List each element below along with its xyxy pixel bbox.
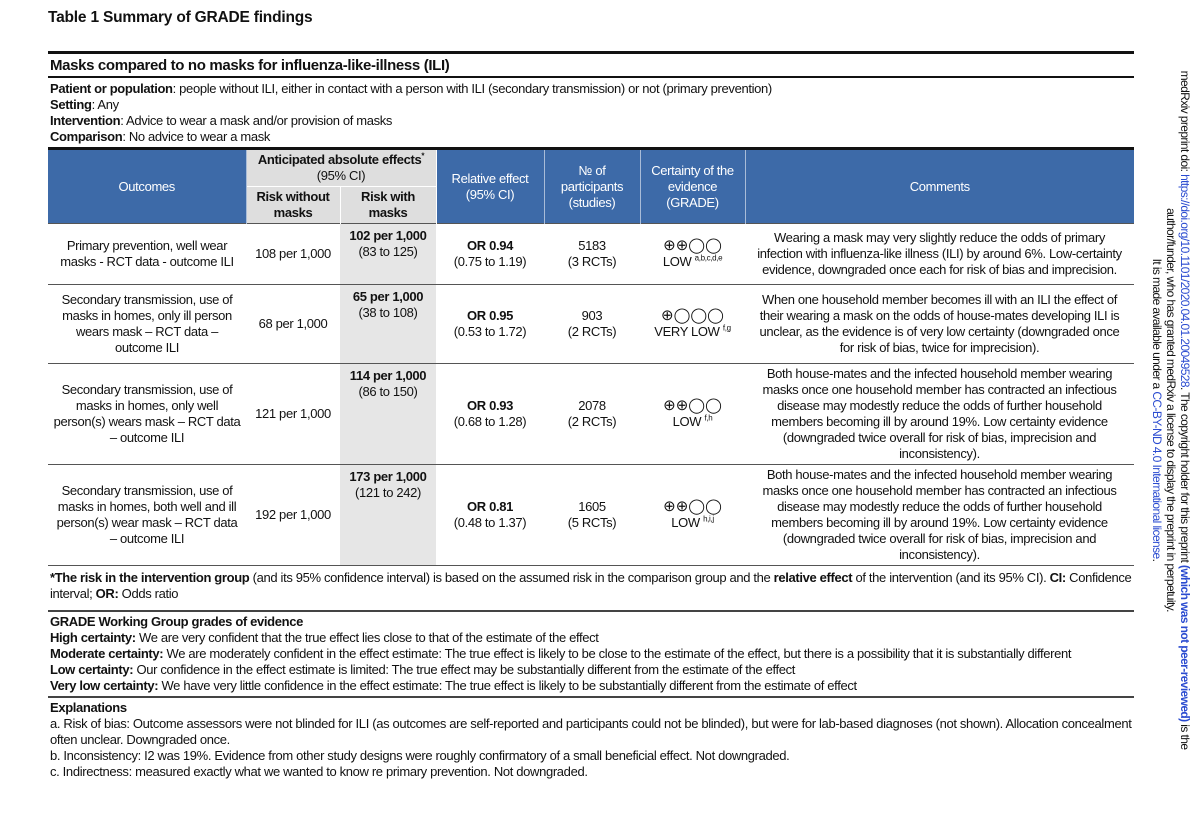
relative-effect-cell: OR 0.93 (0.68 to 1.28) (436, 363, 544, 465)
risk-with-cell: 102 per 1,000 (83 to 125) (340, 223, 436, 285)
grade-heading: GRADE Working Group grades of evidence (50, 614, 304, 629)
risk-without-cell: 192 per 1,000 (246, 464, 340, 566)
risk-without-cell: 121 per 1,000 (246, 363, 340, 465)
comparison-line: Comparison: No advice to wear a mask (50, 129, 271, 144)
grade-low: Low certainty: Our confidence in the eff… (50, 662, 796, 677)
explanation-b: b. Inconsistency: I2 was 19%. Evidence f… (50, 748, 790, 763)
grade-definitions: GRADE Working Group grades of evidence H… (48, 612, 1134, 696)
explanations-heading: Explanations (50, 700, 127, 715)
certainty-rating-icon: ⊕◯◯◯ (661, 307, 724, 324)
setting-line: Setting: Any (50, 97, 119, 112)
notice-line-2: author/funder, who has granted medRxiv a… (1164, 208, 1178, 612)
header-participants: № of participants (studies) (544, 150, 641, 224)
table-row: Secondary transmission, use of masks in … (48, 284, 1134, 364)
relative-effect-cell: OR 0.95 (0.53 to 1.72) (436, 284, 544, 364)
certainty-rating-icon: ⊕⊕◯◯ (663, 397, 722, 414)
certainty-rating-icon: ⊕⊕◯◯ (663, 237, 722, 254)
page-content: Table 1 Summary of GRADE findings Masks … (48, 8, 1134, 782)
outcome-cell: Secondary transmission, use of masks in … (48, 464, 246, 566)
license-link[interactable]: CC-BY-ND 4.0 International license (1150, 391, 1164, 559)
notice-line-1: medRxiv preprint doi: https://doi.org/10… (1178, 70, 1192, 750)
risk-with-cell: 114 per 1,000 (86 to 150) (340, 363, 436, 465)
notice-line-3: It is made available under a CC-BY-ND 4.… (1150, 258, 1164, 562)
participants-cell: 2078 (2 RCTs) (544, 363, 640, 465)
divider (48, 51, 1134, 54)
certainty-cell: ⊕⊕◯◯ LOW h,i,j (640, 464, 745, 566)
grade-table: Outcomes Anticipated absolute effects* (9… (48, 150, 1134, 566)
participants-cell: 903 (2 RCTs) (544, 284, 640, 364)
comment-cell: Both house-mates and the infected househ… (745, 363, 1134, 465)
footnote: *The risk in the intervention group (and… (50, 570, 1132, 601)
table-row: Secondary transmission, use of masks in … (48, 363, 1134, 465)
relative-effect-cell: OR 0.81 (0.48 to 1.37) (436, 464, 544, 566)
comment-cell: When one household member becomes ill wi… (745, 284, 1134, 364)
population-line: Patient or population: people without IL… (50, 81, 772, 96)
header-anticipated: Anticipated absolute effects* (95% CI) (246, 150, 437, 187)
divider (48, 76, 1134, 78)
grade-very-low: Very low certainty: We have very little … (50, 678, 857, 693)
header-outcomes: Outcomes (48, 150, 247, 224)
explanations: Explanations a. Risk of bias: Outcome as… (48, 698, 1134, 782)
header-relative-effect: Relative effect (95% CI) (436, 150, 545, 224)
risk-without-cell: 68 per 1,000 (246, 284, 340, 364)
comment-cell: Both house-mates and the infected househ… (745, 464, 1134, 566)
participants-cell: 5183 (3 RCTs) (544, 223, 640, 285)
header-risk-with: Risk with masks (340, 186, 437, 224)
header-risk-without: Risk without masks (246, 186, 341, 224)
grade-moderate: Moderate certainty: We are moderately co… (50, 646, 1072, 661)
outcome-cell: Secondary transmission, use of masks in … (48, 284, 246, 364)
table-row: Primary prevention, well wear masks - RC… (48, 223, 1134, 285)
risk-with-cell: 173 per 1,000 (121 to 242) (340, 464, 436, 566)
participants-cell: 1605 (5 RCTs) (544, 464, 640, 566)
certainty-cell: ⊕⊕◯◯ LOW a,b,c,d,e (640, 223, 745, 285)
explanation-a: a. Risk of bias: Outcome assessors were … (50, 716, 1132, 747)
risk-with-cell: 65 per 1,000 (38 to 108) (340, 284, 436, 364)
relative-effect-cell: OR 0.94 (0.75 to 1.19) (436, 223, 544, 285)
table-title: Table 1 Summary of GRADE findings (48, 9, 313, 26)
outcome-cell: Secondary transmission, use of masks in … (48, 363, 246, 465)
header-comments: Comments (745, 150, 1134, 224)
comment-cell: Wearing a mask may very slightly reduce … (745, 223, 1134, 285)
header-certainty: Certainty of the evidence (GRADE) (640, 150, 746, 224)
table-row: Secondary transmission, use of masks in … (48, 464, 1134, 566)
explanation-c: c. Indirectness: measured exactly what w… (50, 764, 588, 779)
doi-link[interactable]: https://doi.org/10.1101/2020.04.01.20049… (1178, 174, 1192, 387)
outcome-cell: Primary prevention, well wear masks - RC… (48, 223, 246, 285)
certainty-cell: ⊕⊕◯◯ LOW f,h (640, 363, 745, 465)
table-subtitle: Masks compared to no masks for influenza… (50, 57, 450, 74)
divider (48, 696, 1134, 698)
certainty-cell: ⊕◯◯◯ VERY LOW f,g (640, 284, 745, 364)
grade-high: High certainty: We are very confident th… (50, 630, 599, 645)
divider (48, 610, 1134, 612)
risk-without-cell: 108 per 1,000 (246, 223, 340, 285)
intervention-line: Intervention: Advice to wear a mask and/… (50, 113, 393, 128)
certainty-rating-icon: ⊕⊕◯◯ (663, 498, 722, 515)
divider (48, 147, 1134, 150)
medrxiv-notice: medRxiv preprint doi: https://doi.org/10… (1150, 0, 1192, 820)
pico-info: Patient or population: people without IL… (48, 78, 1134, 147)
